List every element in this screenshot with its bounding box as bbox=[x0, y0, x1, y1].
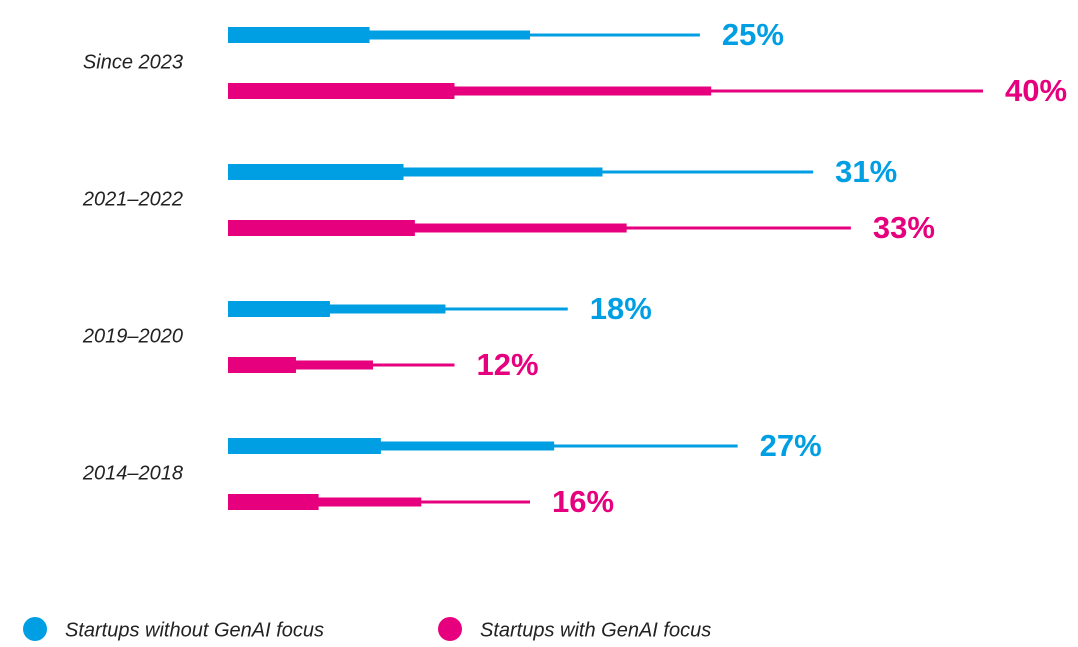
value-label: 33% bbox=[873, 210, 935, 245]
bar bbox=[228, 494, 530, 510]
value-label: 31% bbox=[835, 154, 897, 189]
value-label: 25% bbox=[722, 17, 784, 52]
category-label: 2021–2022 bbox=[82, 188, 183, 210]
legend-label: Startups with GenAI focus bbox=[480, 619, 711, 641]
legend-swatch bbox=[438, 617, 462, 641]
value-label: 18% bbox=[590, 291, 652, 326]
legend-label: Startups without GenAI focus bbox=[65, 619, 324, 641]
value-label: 16% bbox=[552, 484, 614, 519]
value-label: 27% bbox=[760, 428, 822, 463]
bar bbox=[228, 220, 851, 236]
bar bbox=[228, 83, 983, 99]
value-label: 12% bbox=[477, 347, 539, 382]
category-label: 2019–2020 bbox=[82, 325, 183, 347]
value-label: 40% bbox=[1005, 73, 1067, 108]
bar bbox=[228, 301, 568, 317]
bar bbox=[228, 357, 455, 373]
legend-swatch bbox=[23, 617, 47, 641]
bar bbox=[228, 438, 738, 454]
category-label: Since 2023 bbox=[83, 51, 183, 73]
bar bbox=[228, 164, 814, 180]
category-label: 2014–2018 bbox=[82, 462, 183, 484]
bar bbox=[228, 27, 700, 43]
